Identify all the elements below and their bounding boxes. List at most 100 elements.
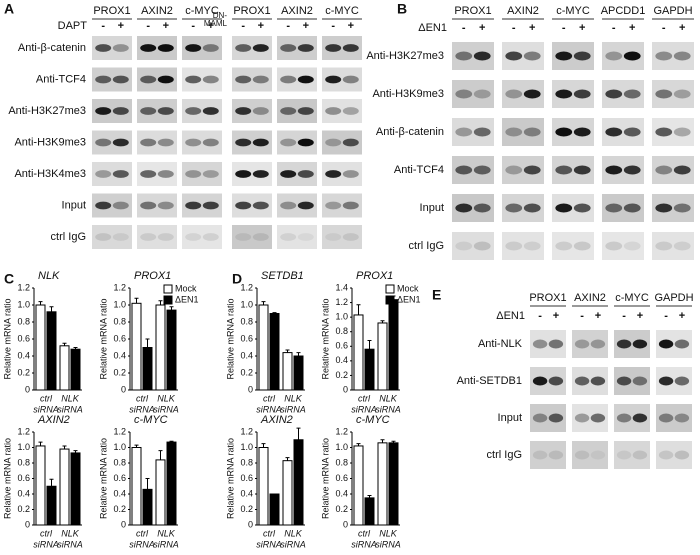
gel-band — [616, 450, 632, 460]
lane-label: - — [241, 20, 245, 32]
gel-band — [532, 339, 548, 349]
y-axis-label: Relative mRNA ratio — [98, 298, 108, 379]
y-tick-label: 0.2 — [113, 367, 126, 377]
y-tick-label: 0.2 — [335, 504, 348, 514]
lane-label: - — [664, 310, 668, 322]
gel-band — [590, 376, 606, 386]
gel-band — [252, 201, 269, 210]
y-tick-label: 0.6 — [240, 473, 253, 483]
gel-band — [140, 107, 157, 115]
error-bar — [380, 439, 385, 443]
gel-band — [674, 376, 690, 386]
gel-band — [235, 170, 252, 178]
gel-band — [95, 201, 112, 210]
gel-band — [140, 170, 157, 178]
bar — [166, 309, 177, 391]
gel-image — [552, 232, 594, 260]
gel-band — [574, 413, 590, 423]
y-tick-label: 0 — [343, 384, 348, 394]
gel-band — [252, 75, 269, 84]
gel-band — [616, 413, 632, 423]
gene-label: c-MYC — [556, 5, 590, 17]
bar — [166, 441, 177, 526]
gel-band — [185, 44, 202, 52]
gel-band — [473, 51, 491, 61]
y-tick-label: 0.2 — [335, 370, 348, 380]
gel-band — [325, 107, 342, 115]
bar — [142, 347, 153, 391]
y-tick-label: 1.0 — [240, 442, 253, 452]
gel-band — [505, 165, 523, 175]
gel-band — [658, 339, 674, 349]
lane-label: - — [562, 22, 566, 34]
gel-band — [252, 107, 269, 115]
gel-band — [673, 203, 691, 213]
gel-band — [548, 413, 564, 423]
y-tick-label: 0 — [343, 519, 348, 529]
gel-band — [325, 75, 342, 84]
row-label: Anti-H3K9me3 — [14, 136, 86, 148]
gel-band — [202, 170, 219, 178]
gel-band — [280, 201, 297, 210]
gel-band — [297, 75, 314, 84]
y-tick-label: 0.4 — [240, 488, 253, 498]
row-label: Anti-TCF4 — [36, 73, 86, 85]
y-axis-label: Relative mRNA ratio — [2, 298, 12, 379]
gel-band — [325, 233, 342, 241]
row-label: Anti-H3K9me3 — [372, 88, 444, 100]
gene-label: PROX1 — [454, 5, 491, 17]
gel-band — [605, 89, 623, 99]
gel-band — [235, 201, 252, 210]
y-tick-label: 1.0 — [113, 442, 126, 452]
gel-band — [674, 450, 690, 460]
gel-band — [235, 44, 252, 52]
gel-band — [573, 89, 591, 99]
gel-band — [280, 170, 297, 178]
gel-band — [185, 75, 202, 84]
gel-image — [572, 330, 608, 358]
gel-band — [532, 413, 548, 423]
gene-label: AXIN2 — [141, 5, 173, 17]
gel-band — [280, 138, 297, 147]
gel-band — [95, 138, 112, 147]
y-tick-label: 0.6 — [113, 333, 126, 343]
gel-band — [555, 89, 573, 99]
gel-image — [182, 225, 222, 249]
gene-label: c-MYC — [615, 292, 649, 304]
gel-band — [202, 138, 219, 147]
lane-label: - — [101, 20, 105, 32]
y-axis-label: Relative mRNA ratio — [2, 438, 12, 519]
bar — [70, 348, 81, 391]
gel-band — [616, 339, 632, 349]
gel-band — [555, 165, 573, 175]
x-tick-label: siRNA — [129, 539, 155, 549]
row-label: ctrl IgG — [409, 240, 444, 252]
bar — [293, 355, 304, 391]
gel-band — [95, 170, 112, 178]
y-tick-label: 1.0 — [17, 299, 30, 309]
error-bar — [169, 306, 174, 311]
error-bar — [38, 301, 43, 305]
gel-image — [277, 225, 317, 249]
x-tick-label: ctrl — [40, 528, 53, 538]
y-tick-label: 1.0 — [335, 312, 348, 322]
gel-band — [623, 165, 641, 175]
row-label: ctrl IgG — [51, 231, 86, 243]
gel-image — [182, 162, 222, 186]
gel-band — [555, 51, 573, 61]
bar — [131, 447, 142, 526]
gel-band — [623, 127, 641, 137]
bar — [388, 299, 399, 391]
gel-band — [235, 75, 252, 84]
lane-label: - — [580, 310, 584, 322]
bar — [388, 442, 399, 526]
y-tick-label: 0.8 — [240, 316, 253, 326]
bar — [131, 302, 142, 391]
gel-band — [112, 107, 129, 115]
y-tick-label: 0.2 — [17, 367, 30, 377]
y-tick-label: 0.4 — [335, 488, 348, 498]
gel-band — [473, 89, 491, 99]
x-tick-label: NLK — [157, 528, 176, 538]
gel-image — [614, 441, 650, 469]
